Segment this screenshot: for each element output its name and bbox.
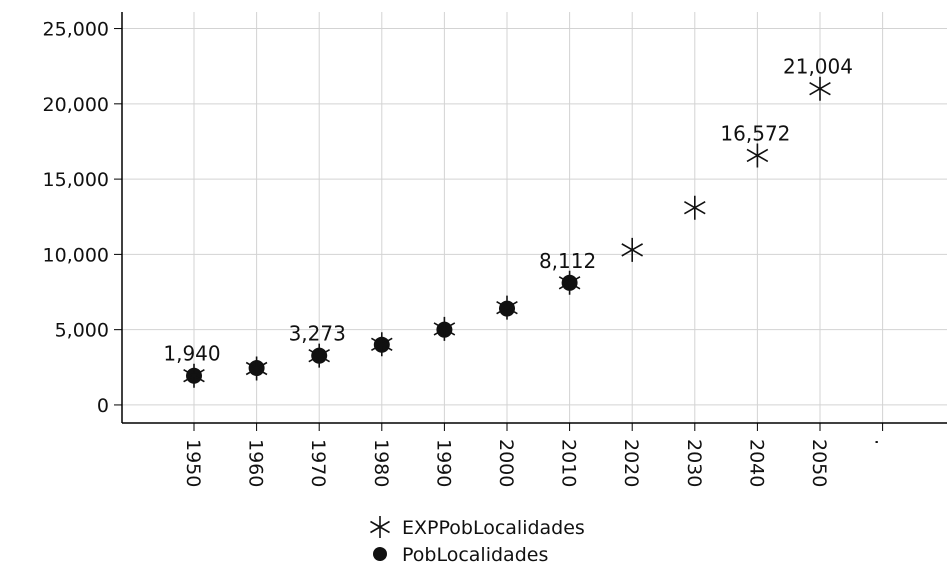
x-tick-label: 2040 — [745, 439, 767, 487]
data-label: 8,112 — [539, 249, 596, 273]
x-tick-label: 1990 — [432, 439, 454, 487]
point-EXPPobLocalidades — [809, 76, 831, 101]
y-tick-label: 5,000 — [55, 320, 109, 342]
legend-circle-icon — [373, 547, 387, 561]
axes — [121, 12, 947, 424]
x-tick-label: 1980 — [370, 439, 392, 487]
point-EXPPobLocalidades — [371, 332, 393, 357]
x-tick-label: 2010 — [558, 439, 580, 487]
y-tick-label: 0 — [97, 395, 109, 417]
point-EXPPobLocalidades — [558, 270, 581, 295]
y-tick-label: 10,000 — [43, 244, 109, 266]
data-label: 3,273 — [289, 322, 346, 346]
data-label: 1,940 — [163, 342, 220, 366]
data-label: 21,004 — [783, 55, 853, 79]
plot-area — [122, 12, 947, 423]
x-tick-label: 2030 — [683, 439, 705, 487]
x-tick-label: 2020 — [620, 439, 642, 487]
x-tick-label: . — [871, 439, 893, 445]
data-labels: 1,940 3,273 8,112 16,572 21,004 — [163, 55, 853, 366]
y-tick-label: 25,000 — [43, 19, 109, 41]
point-EXPPobLocalidades — [245, 356, 268, 381]
point-EXPPobLocalidades — [433, 316, 456, 341]
point-EXPPobLocalidades — [746, 143, 769, 168]
legend-label-EXPPobLocalidades: EXPPobLocalidades — [402, 517, 585, 539]
y-tick-label: 15,000 — [43, 169, 109, 191]
x-tick-label: 2000 — [495, 439, 517, 487]
point-EXPPobLocalidades — [496, 295, 518, 320]
x-axis-ticks: 1950 1960 1970 1980 1990 2000 2010 2020 2030 2040… — [182, 423, 893, 487]
data-label: 16,572 — [720, 121, 790, 145]
legend-star-icon — [370, 516, 390, 538]
x-tick-label: 1960 — [245, 439, 267, 487]
x-tick-label: 2050 — [808, 439, 830, 487]
x-tick-label: 1970 — [307, 439, 329, 487]
y-tick-label: 20,000 — [43, 94, 109, 116]
point-EXPPobLocalidades — [183, 363, 205, 388]
legend-label-PobLocalidades: PobLocalidades — [402, 544, 548, 566]
legend: EXPPobLocalidades PobLocalidades — [370, 516, 585, 566]
point-EXPPobLocalidades — [308, 343, 330, 368]
point-EXPPobLocalidades — [684, 195, 706, 220]
series-layer — [183, 76, 831, 388]
x-tick-label: 1950 — [182, 439, 204, 487]
point-EXPPobLocalidades — [621, 237, 643, 262]
y-axis-ticks: 0 5,000 10,000 15,000 20,000 25,000 — [43, 19, 122, 417]
